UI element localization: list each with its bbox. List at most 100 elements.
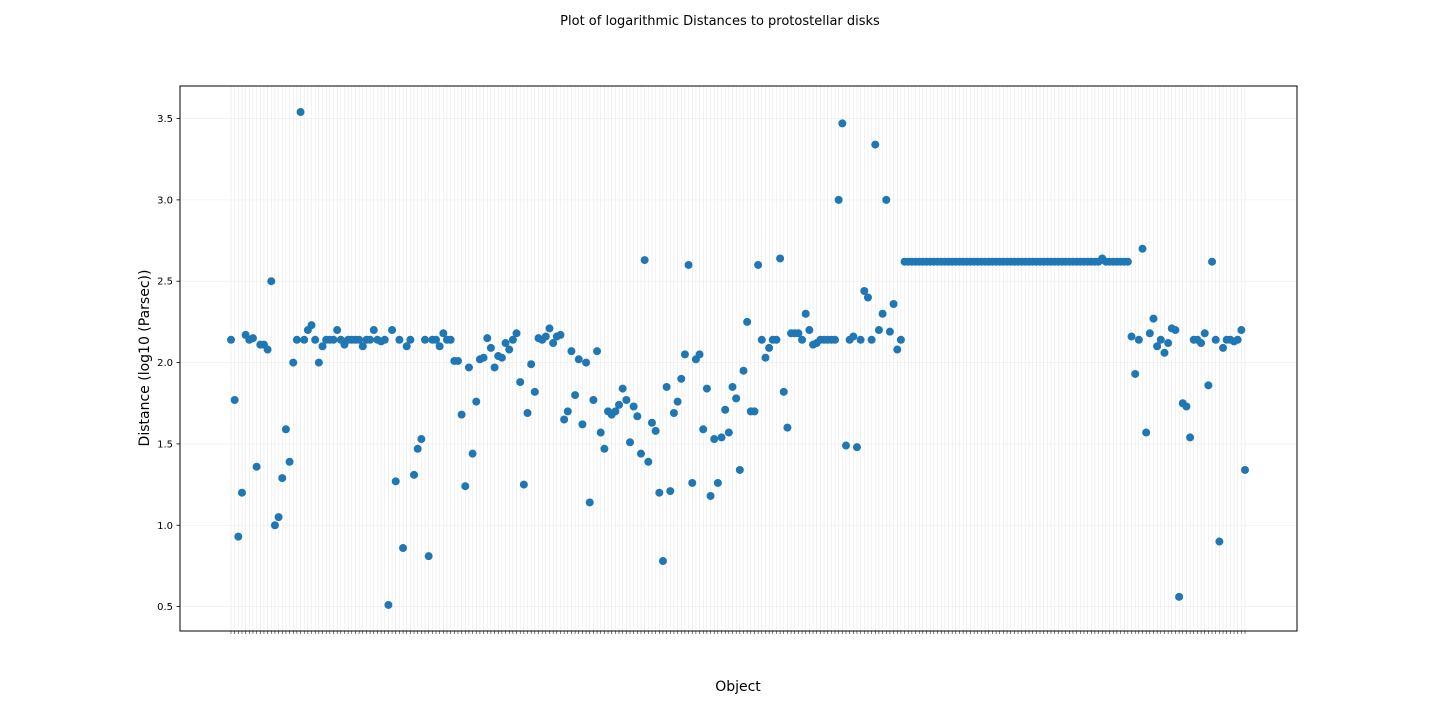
data-point (852, 443, 861, 452)
data-point (636, 449, 645, 458)
data-point (750, 407, 759, 416)
data-point (1211, 335, 1220, 344)
data-point (699, 425, 708, 434)
x-axis-label: Object (715, 679, 761, 695)
y-tick-label: 3.0 (157, 195, 173, 206)
data-point (355, 335, 364, 344)
data-point (563, 407, 572, 416)
data-point (735, 465, 744, 474)
data-point (776, 254, 785, 263)
data-point (446, 335, 455, 344)
data-point (1233, 335, 1242, 344)
data-point (721, 405, 730, 414)
data-point (490, 363, 499, 372)
data-point (783, 423, 792, 432)
data-point (582, 358, 591, 367)
data-point (893, 345, 902, 354)
data-point (710, 435, 719, 444)
data-point (358, 342, 367, 351)
data-point (739, 366, 748, 375)
data-point (1241, 465, 1249, 474)
data-point (779, 387, 788, 396)
data-point (611, 407, 620, 416)
data-point (388, 326, 397, 335)
y-axis-ticks: 0.5 1.0 1.5 2.0 2.5 3.0 3.5 (157, 114, 180, 613)
data-point (380, 335, 389, 344)
data-point (281, 425, 290, 434)
data-point (406, 335, 415, 344)
data-point (655, 488, 664, 497)
data-point (1200, 329, 1209, 338)
data-point (1186, 433, 1195, 442)
data-point (523, 409, 532, 417)
data-point (658, 557, 667, 566)
data-point (860, 286, 869, 295)
data-point (1171, 326, 1180, 335)
data-point (549, 339, 558, 348)
data-point (618, 384, 627, 393)
y-tick-label: 0.5 (157, 602, 173, 613)
data-point (311, 335, 320, 344)
data-point (285, 457, 294, 466)
data-point (497, 353, 506, 362)
data-point (237, 488, 246, 497)
data-point (461, 482, 470, 491)
data-point (1215, 537, 1224, 546)
data-point (651, 426, 660, 435)
data-point (296, 108, 305, 117)
data-point (530, 387, 539, 396)
grid-lines (180, 86, 1297, 631)
data-point (384, 600, 393, 609)
data-point (878, 309, 887, 318)
data-point (706, 491, 715, 500)
data-point (366, 335, 375, 344)
data-point (1156, 335, 1165, 344)
data-point (885, 327, 894, 336)
data-point (479, 353, 488, 362)
data-point (505, 345, 514, 354)
data-point (519, 480, 528, 489)
data-point (688, 478, 697, 487)
data-point (318, 342, 327, 351)
data-point (863, 293, 872, 302)
plot-area-frame (179, 85, 1298, 632)
data-point (765, 343, 774, 352)
data-point (596, 428, 605, 437)
data-point (391, 477, 400, 486)
data-point (640, 256, 649, 265)
data-point (270, 521, 279, 530)
data-point (263, 345, 272, 354)
data-point (234, 532, 243, 541)
data-point (417, 435, 426, 444)
data-point (395, 335, 404, 344)
y-tick-label: 1.5 (157, 439, 173, 450)
data-point (369, 326, 378, 335)
data-point (501, 339, 510, 348)
data-point (1142, 428, 1151, 437)
data-point (871, 140, 880, 149)
data-point (402, 342, 411, 351)
data-point (1237, 326, 1246, 335)
data-point (483, 334, 492, 343)
data-point (453, 356, 462, 365)
data-point (1208, 257, 1217, 266)
data-point (439, 329, 448, 338)
data-point (1219, 343, 1228, 352)
data-point (1204, 381, 1213, 390)
data-point (486, 343, 495, 352)
data-point (307, 321, 316, 330)
data-point (794, 329, 803, 338)
data-point (724, 428, 733, 437)
data-point (680, 350, 689, 359)
data-point (838, 119, 847, 128)
data-point (399, 544, 408, 553)
y-axis-label: Distance (log10 (Parsec)) (137, 270, 153, 447)
data-point (1123, 257, 1132, 266)
data-point (882, 195, 891, 204)
data-point (647, 418, 656, 427)
data-point (757, 335, 766, 344)
data-point (1145, 329, 1154, 338)
